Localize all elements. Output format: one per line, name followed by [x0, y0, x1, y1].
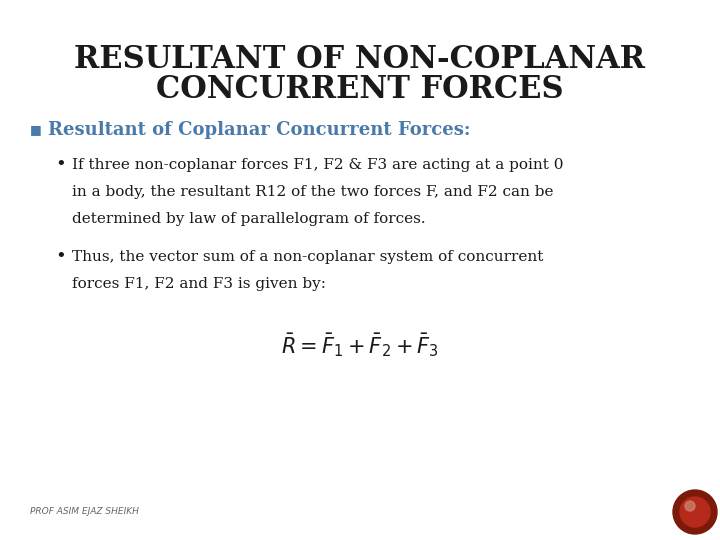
Text: determined by law of parallelogram of forces.: determined by law of parallelogram of fo… — [72, 212, 426, 226]
Text: PROF ASIM EJAZ SHEIKH: PROF ASIM EJAZ SHEIKH — [30, 508, 139, 516]
Circle shape — [680, 497, 710, 527]
Circle shape — [685, 501, 695, 511]
Text: Resultant of Coplanar Concurrent Forces:: Resultant of Coplanar Concurrent Forces: — [48, 121, 470, 139]
Text: •: • — [55, 248, 66, 266]
Text: in a body, the resultant R12 of the two forces F, and F2 can be: in a body, the resultant R12 of the two … — [72, 185, 554, 199]
Text: forces F1, F2 and F3 is given by:: forces F1, F2 and F3 is given by: — [72, 277, 326, 291]
Text: $\bar{R} = \bar{F}_1 + \bar{F}_2 + \bar{F}_3$: $\bar{R} = \bar{F}_1 + \bar{F}_2 + \bar{… — [281, 331, 439, 359]
Text: Thus, the vector sum of a non-coplanar system of concurrent: Thus, the vector sum of a non-coplanar s… — [72, 250, 544, 264]
Text: CONCURRENT FORCES: CONCURRENT FORCES — [156, 75, 564, 105]
Circle shape — [673, 490, 717, 534]
Text: ■: ■ — [30, 124, 42, 137]
Text: If three non-coplanar forces F1, F2 & F3 are acting at a point 0: If three non-coplanar forces F1, F2 & F3… — [72, 158, 564, 172]
Text: •: • — [55, 156, 66, 174]
Text: RESULTANT OF NON-COPLANAR: RESULTANT OF NON-COPLANAR — [74, 44, 646, 76]
